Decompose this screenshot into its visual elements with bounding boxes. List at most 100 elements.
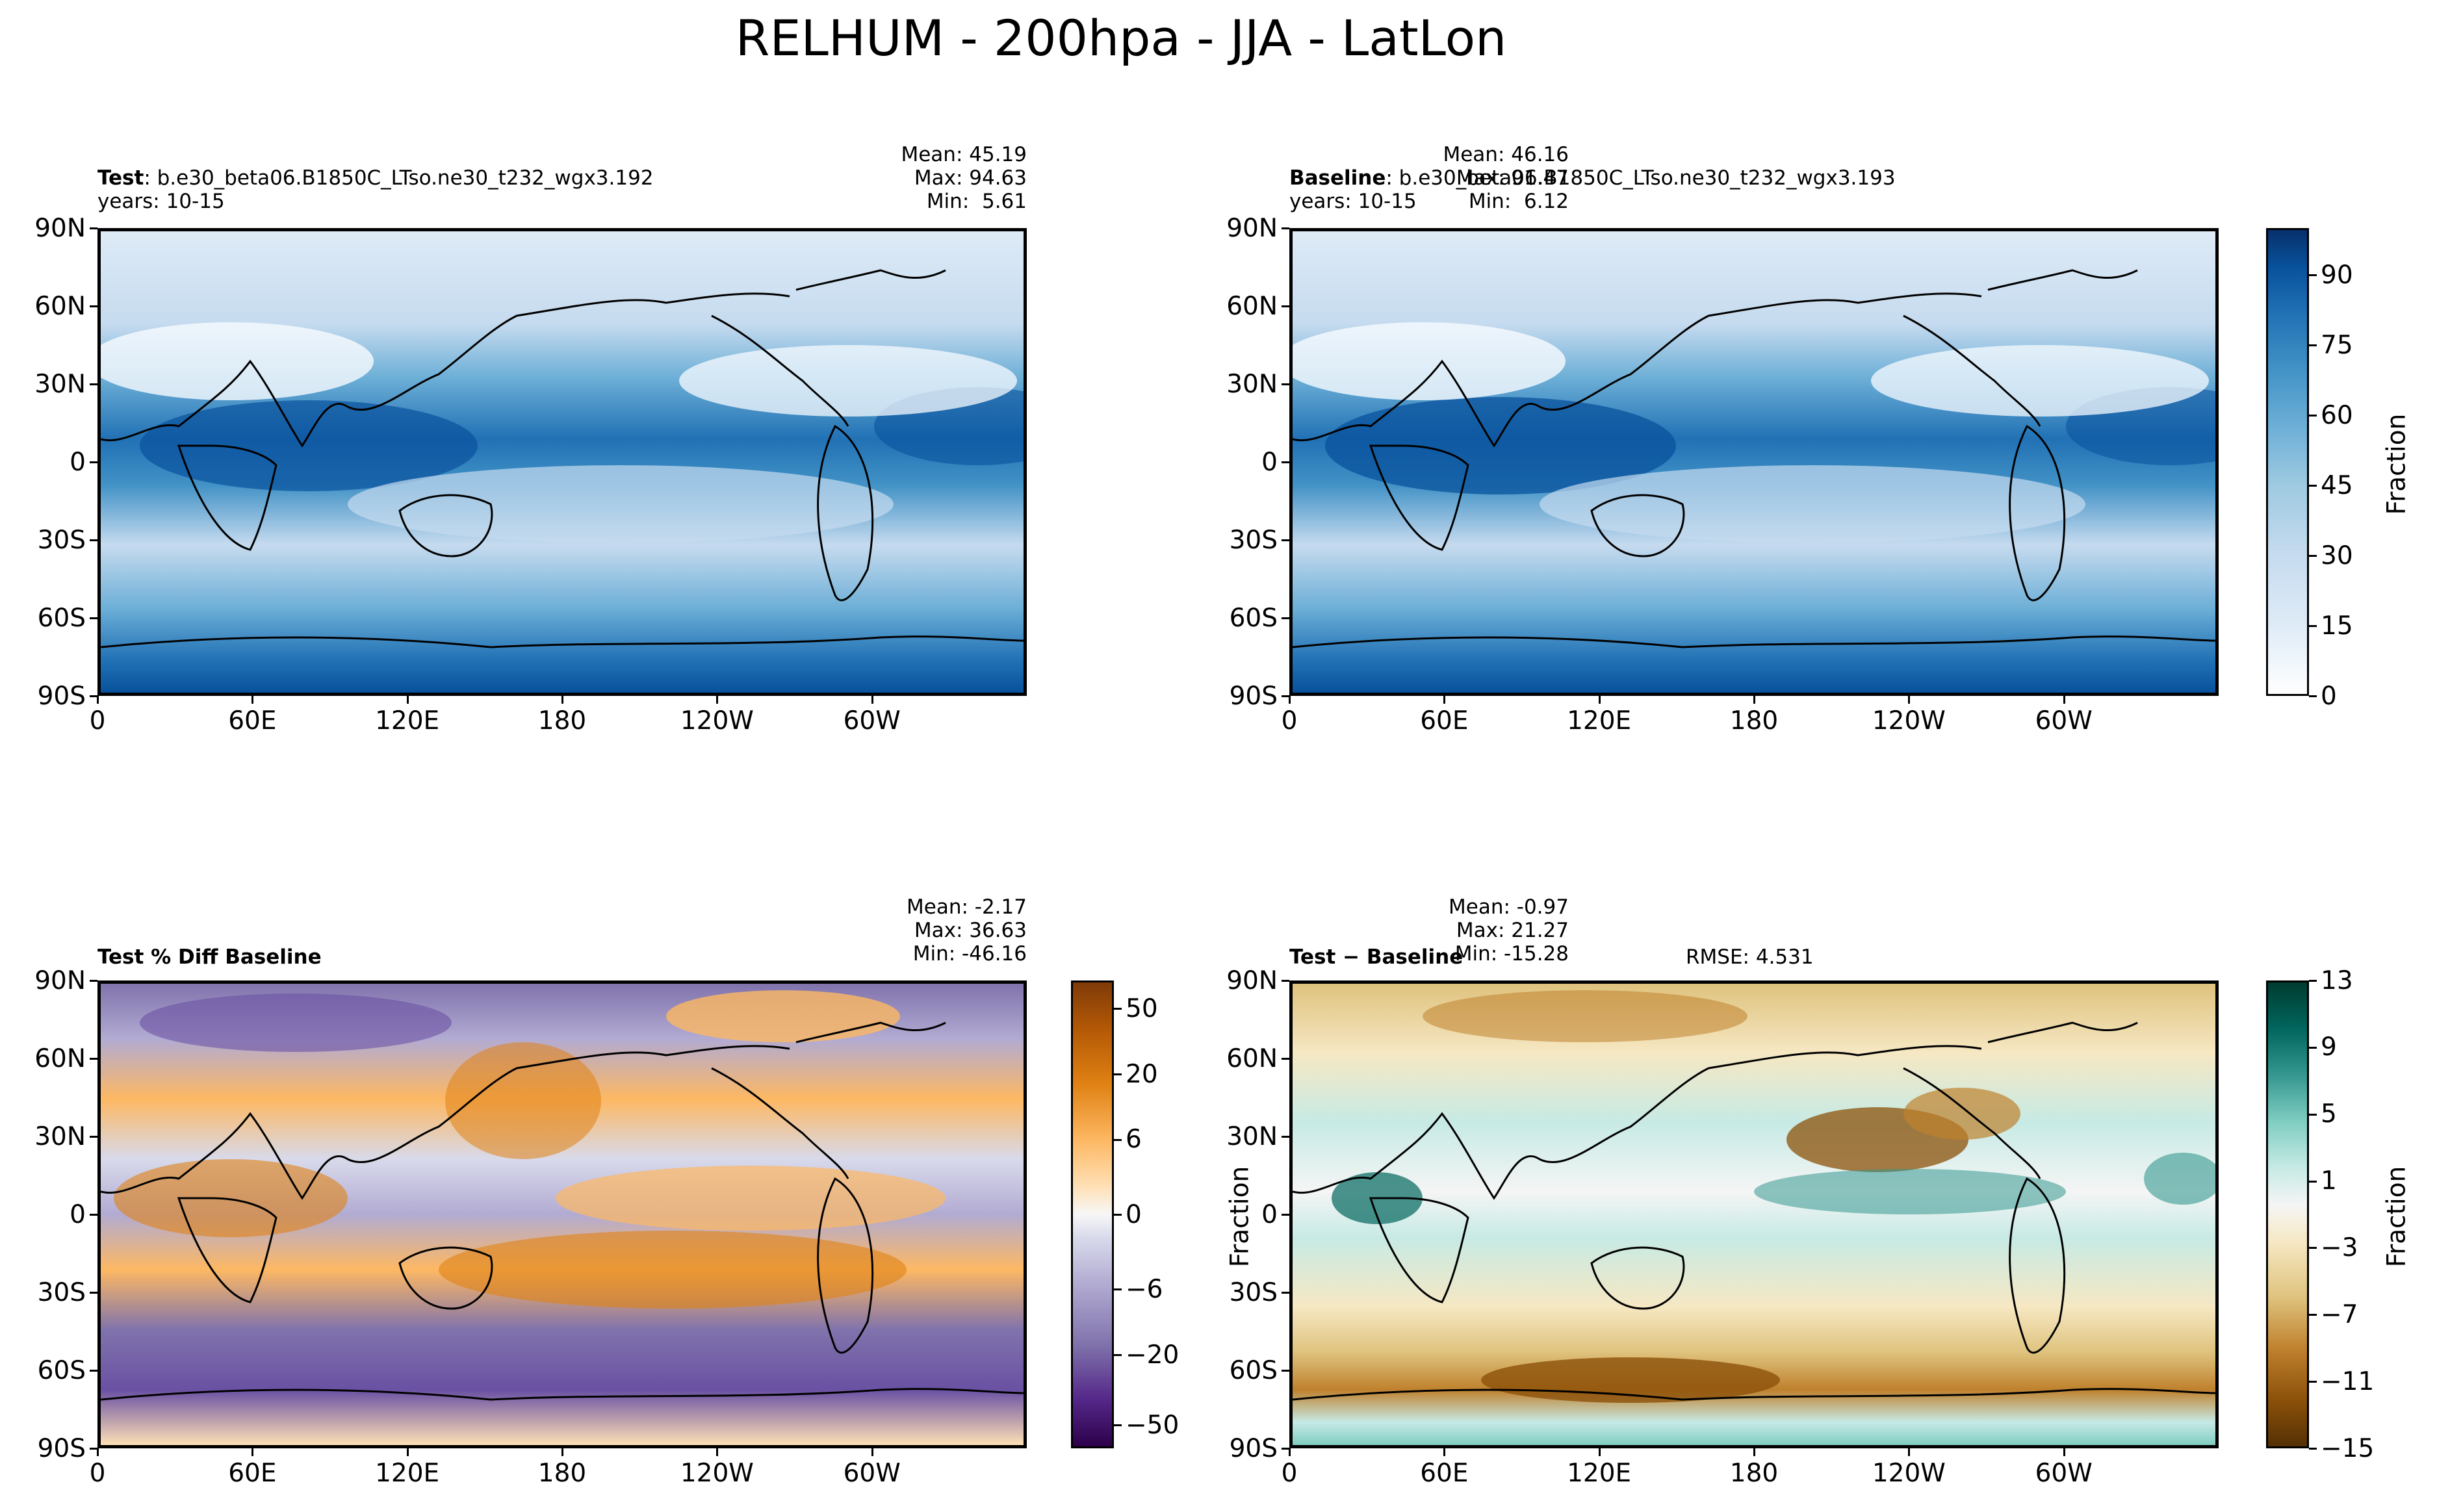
test-xtick-label: 60E bbox=[228, 706, 277, 736]
test-map-field bbox=[101, 231, 1024, 693]
baseline-ytick-label: 30N bbox=[1226, 369, 1278, 399]
cb-diff-ticks-label: 13 bbox=[2321, 966, 2353, 995]
pctdiff-xtick-mark bbox=[871, 1448, 873, 1456]
cb-pct-ticks-label: 6 bbox=[1126, 1125, 1142, 1155]
pctdiff-ytick-mark bbox=[90, 1448, 97, 1450]
baseline-xtick-mark bbox=[2063, 696, 2065, 704]
baseline-ytick-mark bbox=[1282, 305, 1289, 307]
test-years: years: 10-15 bbox=[97, 190, 225, 213]
diff-map-field bbox=[1293, 984, 2215, 1445]
cb-pct-ticks-mark bbox=[1114, 1288, 1122, 1291]
colorbar-diff-bar bbox=[2266, 980, 2309, 1448]
pctdiff-xtick-label: 180 bbox=[537, 1459, 587, 1488]
cb-pct-ticks-label: −6 bbox=[1126, 1274, 1163, 1304]
baseline-xtick-label: 120W bbox=[1872, 706, 1946, 736]
test-label: Test: b.e30_beta06.B1850C_LTso.ne30_t232… bbox=[97, 166, 654, 190]
test-ytick-label: 60N bbox=[34, 291, 86, 321]
test-ytick-label: 90N bbox=[34, 213, 86, 243]
diff-xtick-mark bbox=[1753, 1448, 1755, 1456]
cb-diff-ticks-label: −15 bbox=[2321, 1433, 2375, 1463]
pctdiff-ytick-label: 90N bbox=[34, 966, 86, 995]
pctdiff-ytick-label: 60N bbox=[34, 1044, 86, 1073]
pctdiff-xtick-label: 60E bbox=[228, 1459, 277, 1488]
baseline-ytick-mark bbox=[1282, 227, 1289, 229]
diff-ytick-label: 90N bbox=[1226, 966, 1278, 995]
cb-top-ticks-mark bbox=[2309, 555, 2317, 557]
baseline-xtick-label: 0 bbox=[1281, 706, 1298, 736]
baseline-ytick-mark bbox=[1282, 695, 1289, 697]
test-xtick-label: 120W bbox=[680, 706, 754, 736]
pctdiff-map bbox=[97, 980, 1027, 1448]
diff-ytick-mark bbox=[1282, 1448, 1289, 1450]
cb-top-ticks-mark bbox=[2309, 695, 2317, 697]
test-ytick-mark bbox=[90, 617, 97, 619]
colorbar-top-label: Fraction bbox=[2382, 413, 2412, 515]
test-stats: Mean: 45.19 Max: 94.63 Min: 5.61 bbox=[901, 143, 1027, 213]
figure-title: RELHUM - 200hpa - JJA - LatLon bbox=[735, 9, 1507, 67]
cb-top-ticks-mark bbox=[2309, 485, 2317, 487]
baseline-years: years: 10-15 bbox=[1289, 190, 1417, 213]
baseline-xtick-label: 60W bbox=[2035, 706, 2093, 736]
baseline-xtick-label: 120E bbox=[1567, 706, 1632, 736]
test-ytick-label: 90S bbox=[37, 681, 86, 711]
cb-pct-ticks-label: −50 bbox=[1126, 1410, 1180, 1440]
baseline-xtick-mark bbox=[1908, 696, 1911, 704]
test-xtick-mark bbox=[251, 696, 254, 704]
cb-diff-ticks-label: −7 bbox=[2321, 1300, 2358, 1329]
baseline-ytick-mark bbox=[1282, 461, 1289, 463]
baseline-xtick-mark bbox=[1289, 696, 1291, 704]
pctdiff-xtick-label: 120W bbox=[680, 1459, 754, 1488]
diff-ytick-mark bbox=[1282, 1292, 1289, 1294]
pctdiff-ytick-label: 30N bbox=[34, 1121, 86, 1151]
coastlines bbox=[101, 269, 1024, 648]
pctdiff-ytick-mark bbox=[90, 1214, 97, 1216]
baseline-ytick-mark bbox=[1282, 617, 1289, 619]
cb-pct-ticks-mark bbox=[1114, 1138, 1122, 1141]
diff-ytick-label: 30S bbox=[1229, 1277, 1278, 1307]
pctdiff-stats: Mean: -2.17 Max: 36.63 Min: -46.16 bbox=[907, 895, 1027, 966]
baseline-ytick-label: 60N bbox=[1226, 291, 1278, 321]
cb-diff-ticks-mark bbox=[2309, 1247, 2317, 1249]
cb-top-ticks-label: 60 bbox=[2321, 400, 2353, 430]
test-map bbox=[97, 228, 1027, 696]
test-ytick-mark bbox=[90, 227, 97, 229]
diff-rmse: RMSE: 4.531 bbox=[1686, 945, 1814, 969]
baseline-ytick-mark bbox=[1282, 383, 1289, 385]
test-ytick-mark bbox=[90, 461, 97, 463]
pctdiff-xtick-mark bbox=[406, 1448, 409, 1456]
baseline-map bbox=[1289, 228, 2219, 696]
diff-map bbox=[1289, 980, 2219, 1448]
baseline-xtick-mark bbox=[1443, 696, 1446, 704]
test-xtick-mark bbox=[871, 696, 873, 704]
cb-pct-ticks-label: −20 bbox=[1126, 1340, 1180, 1370]
diff-label: Test − Baseline bbox=[1289, 945, 1463, 969]
cb-diff-ticks-mark bbox=[2309, 1448, 2317, 1450]
diff-ytick-mark bbox=[1282, 1058, 1289, 1060]
colorbar-diff-label: Fraction bbox=[2382, 1166, 2412, 1268]
diff-ytick-mark bbox=[1282, 1370, 1289, 1372]
baseline-xtick-mark bbox=[1753, 696, 1755, 704]
colorbar-top-bar bbox=[2266, 228, 2309, 696]
cb-diff-ticks-label: −3 bbox=[2321, 1233, 2358, 1262]
pctdiff-xtick-mark bbox=[561, 1448, 563, 1456]
pctdiff-xtick-label: 0 bbox=[89, 1459, 106, 1488]
pctdiff-xtick-label: 60W bbox=[843, 1459, 901, 1488]
test-ytick-label: 30N bbox=[34, 369, 86, 399]
cb-pct-ticks-mark bbox=[1114, 1214, 1122, 1216]
diff-xtick-label: 60W bbox=[2035, 1459, 2093, 1488]
pctdiff-ytick-mark bbox=[90, 1292, 97, 1294]
pctdiff-xtick-mark bbox=[251, 1448, 254, 1456]
cb-pct-ticks-mark bbox=[1114, 1073, 1122, 1075]
pctdiff-ytick-mark bbox=[90, 1058, 97, 1060]
baseline-ytick-label: 60S bbox=[1229, 603, 1278, 633]
cb-top-ticks-mark bbox=[2309, 625, 2317, 627]
pctdiff-ytick-mark bbox=[90, 980, 97, 982]
pctdiff-label: Test % Diff Baseline bbox=[97, 945, 322, 969]
pctdiff-ytick-label: 30S bbox=[37, 1277, 86, 1307]
cb-top-ticks-label: 15 bbox=[2321, 611, 2353, 641]
cb-pct-ticks-label: 20 bbox=[1126, 1059, 1158, 1089]
diff-stats: Mean: -0.97 Max: 21.27 Min: -15.28 bbox=[1449, 895, 1569, 966]
pctdiff-xtick-mark bbox=[97, 1448, 99, 1456]
diff-ylabel: Fraction bbox=[1225, 1166, 1255, 1268]
cb-top-ticks-label: 0 bbox=[2321, 681, 2337, 711]
